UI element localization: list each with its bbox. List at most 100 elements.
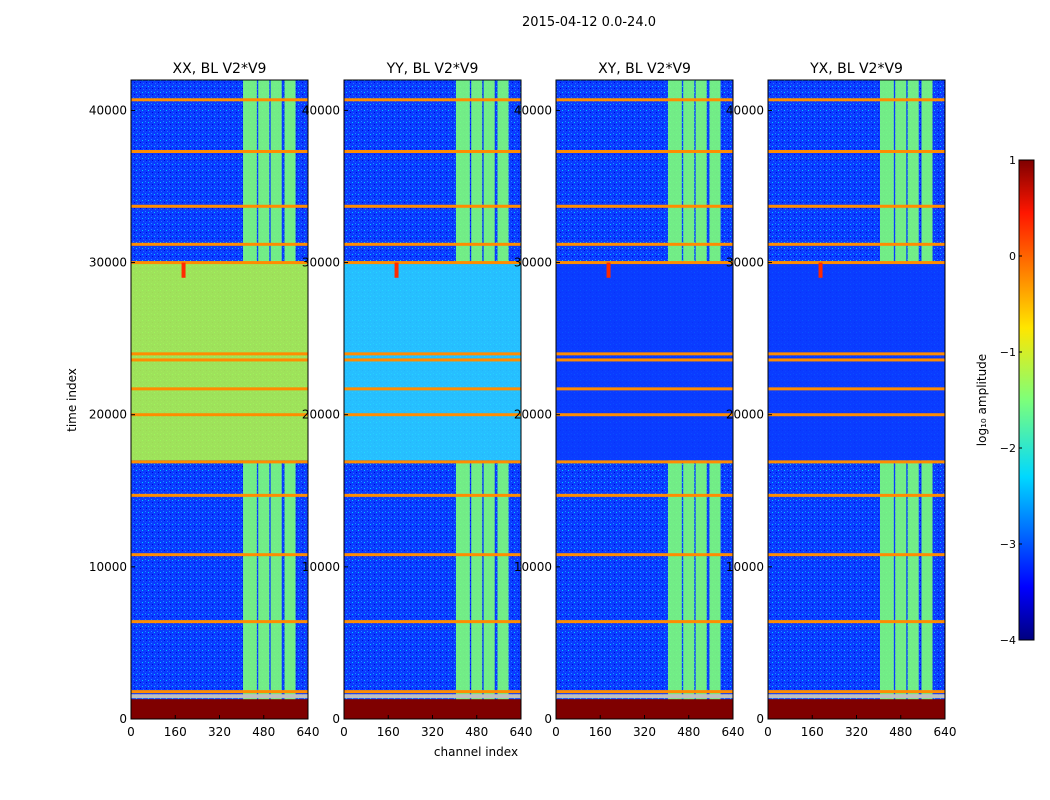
rfi-column-1-upper xyxy=(456,80,470,263)
x-tick-label: 0 xyxy=(552,725,560,739)
y-tick-label: 40000 xyxy=(514,103,552,117)
x-tick-label: 640 xyxy=(297,725,320,739)
flag-line-4 xyxy=(344,493,521,497)
daytime-band xyxy=(768,262,945,461)
figure-title: 2015-04-12 0.0-24.0 xyxy=(522,15,656,30)
y-tick-label: 0 xyxy=(119,712,127,726)
rfi-column-3-upper xyxy=(695,80,707,263)
rfi-column-1-lower xyxy=(668,460,682,719)
flag-line-9 xyxy=(768,352,945,356)
y-tick-label: 40000 xyxy=(302,103,340,117)
x-tick-label: 320 xyxy=(633,725,656,739)
flag-line-11 xyxy=(556,242,733,246)
panel-title: YY, BL V2*V9 xyxy=(386,61,479,77)
flag-line-12 xyxy=(556,204,733,208)
flag-line-1 xyxy=(556,690,733,694)
x-tick-label: 160 xyxy=(164,725,187,739)
saturated-band xyxy=(768,699,945,719)
x-tick-label: 480 xyxy=(465,725,488,739)
flag-line-9 xyxy=(344,352,521,356)
flag-line-10 xyxy=(768,261,945,265)
rfi-column-2-upper xyxy=(258,80,270,263)
flag-line-13 xyxy=(768,150,945,154)
panel-title: XX, BL V2*V9 xyxy=(173,61,267,77)
flag-line-3 xyxy=(131,553,308,557)
flag-line-14 xyxy=(344,98,521,102)
daytime-band xyxy=(556,262,733,461)
rfi-column-2-upper xyxy=(683,80,695,263)
y-tick-label: 40000 xyxy=(726,103,764,117)
flag-line-4 xyxy=(556,493,733,497)
grey-band xyxy=(556,694,733,699)
colorbar-gradient xyxy=(1018,159,1035,641)
y-tick-label: 20000 xyxy=(726,408,764,422)
rfi-column-4-lower xyxy=(709,460,721,719)
rfi-column-3-upper xyxy=(483,80,495,263)
x-tick-label: 0 xyxy=(340,725,348,739)
grey-band xyxy=(131,694,308,699)
y-tick-label: 20000 xyxy=(89,408,127,422)
daytime-band xyxy=(131,262,308,461)
flag-line-5 xyxy=(131,460,308,464)
y-tick-label: 10000 xyxy=(89,560,127,574)
flag-line-6 xyxy=(344,413,521,417)
rfi-column-4-lower xyxy=(921,460,933,719)
x-tick-label: 640 xyxy=(934,725,957,739)
x-tick-label: 320 xyxy=(421,725,444,739)
saturated-band xyxy=(131,699,308,719)
heatmap-panel-2: YY, BL V2*V9 0 160 320 480 640 0 10000 20000 3000… xyxy=(302,61,533,759)
x-tick-label: 320 xyxy=(845,725,868,739)
flag-line-7 xyxy=(131,387,308,391)
rfi-spike xyxy=(394,262,399,278)
x-tick-label: 160 xyxy=(801,725,824,739)
saturated-band xyxy=(556,699,733,719)
rfi-column-2-upper xyxy=(471,80,483,263)
rfi-column-4-lower xyxy=(284,460,296,719)
rfi-column-1-lower xyxy=(456,460,470,719)
flag-line-13 xyxy=(556,150,733,154)
rfi-column-1-upper xyxy=(668,80,682,263)
flag-line-8 xyxy=(131,358,308,362)
rfi-column-3-upper xyxy=(907,80,919,263)
rfi-column-4-upper xyxy=(284,80,296,263)
y-tick-label: 20000 xyxy=(514,408,552,422)
flag-line-1 xyxy=(768,690,945,694)
flag-line-13 xyxy=(344,150,521,154)
rfi-column-3-lower xyxy=(270,460,282,719)
rfi-column-2-lower xyxy=(895,460,907,719)
panel-title: XY, BL V2*V9 xyxy=(598,61,691,77)
rfi-column-1-lower xyxy=(243,460,257,719)
flag-line-8 xyxy=(556,358,733,362)
heatmap-panel-3: XY, BL V2*V9 0 160 320 480 640 0 10000 20000 3000… xyxy=(514,61,745,739)
flag-line-4 xyxy=(768,493,945,497)
rfi-column-1-upper xyxy=(880,80,894,263)
flag-line-11 xyxy=(344,242,521,246)
rfi-column-4-upper xyxy=(709,80,721,263)
flag-line-3 xyxy=(556,553,733,557)
rfi-column-2-lower xyxy=(683,460,695,719)
rfi-column-3-upper xyxy=(270,80,282,263)
x-tick-label: 480 xyxy=(677,725,700,739)
colorbar-tick-label: 1 xyxy=(1009,154,1016,167)
flag-line-3 xyxy=(768,553,945,557)
x-axis-label: channel index xyxy=(434,745,518,759)
y-tick-label: 10000 xyxy=(302,560,340,574)
flag-line-6 xyxy=(131,413,308,417)
flag-line-8 xyxy=(344,358,521,362)
flag-line-12 xyxy=(768,204,945,208)
colorbar-tick-label: −1 xyxy=(1000,346,1016,359)
y-tick-label: 40000 xyxy=(89,103,127,117)
rfi-column-4-upper xyxy=(497,80,509,263)
heatmap-panel-1: XX, BL V2*V9 0 160 320 480 640 0 10000 20000 3000… xyxy=(65,61,319,739)
x-tick-label: 480 xyxy=(889,725,912,739)
flag-line-2 xyxy=(556,620,733,624)
flag-line-11 xyxy=(768,242,945,246)
flag-line-6 xyxy=(768,413,945,417)
rfi-spike xyxy=(181,262,186,278)
y-tick-label: 30000 xyxy=(89,256,127,270)
colorbar-tick-label: −2 xyxy=(1000,442,1016,455)
flag-line-14 xyxy=(556,98,733,102)
flag-line-5 xyxy=(344,460,521,464)
flag-line-10 xyxy=(131,261,308,265)
